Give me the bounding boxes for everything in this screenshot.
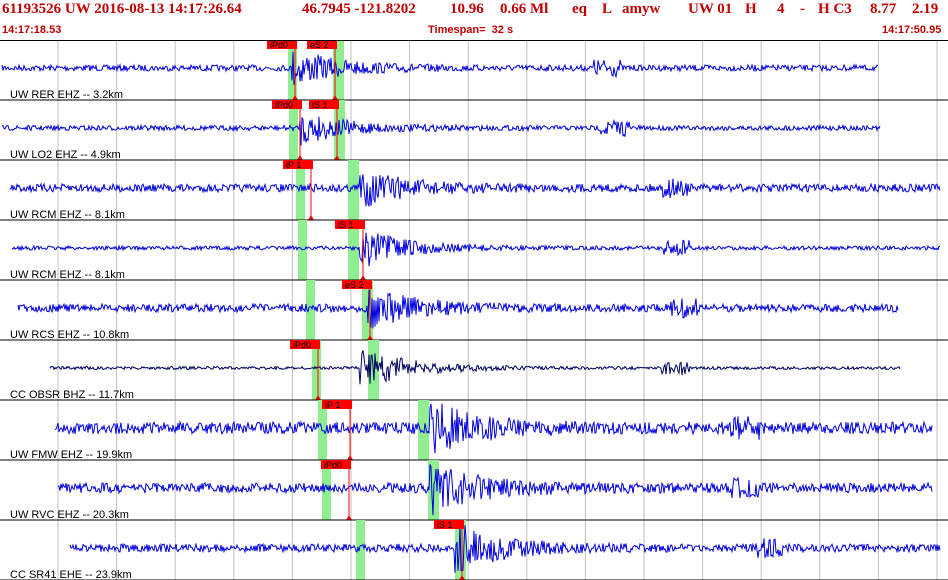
pick-label-box [321,460,351,469]
pick-label: iP 1 [286,160,301,170]
geo-type: L [602,1,613,17]
pick-label: iPd0 [293,340,311,350]
pick-label-box [335,220,365,229]
pick-marker [334,155,340,160]
pick-label-box [307,40,337,49]
pick-label: eS 2 [310,40,329,50]
pick-window [348,220,359,280]
trace-panels: iPd0 eS 2 UW RER EHZ -- 3.2km iPd0 iS 1 UW LO… [0,40,948,580]
pick-marker [292,95,298,100]
waveform [69,523,941,573]
pick-label: eS 2 [345,280,364,290]
pick-label: iPd0 [270,40,288,50]
pick-marker [459,575,465,580]
pick-label-box [267,40,297,49]
station-label: UW RCM EHZ -- 8.1km [10,209,125,221]
station-label: UW RER EHZ -- 3.2km [10,89,123,101]
flag: H C3 [818,1,852,17]
start-time: 14:17:18.53 [2,24,62,36]
pick-label: iS 1 [338,220,354,230]
depth: 10.96 [450,1,484,17]
waveform [1,51,879,85]
author: amyw [622,1,661,17]
pick-label: iS 1 [312,100,328,110]
pick-marker [347,455,353,460]
pick-label-box [283,160,313,169]
pick-label: iS 1 [437,520,453,530]
pick-label: iPd0 [275,100,293,110]
pick-window [348,160,359,220]
station-label: UW RVC EHZ -- 20.3km [10,509,129,521]
location: 46.7945 -121.8202 [302,1,416,17]
end-time: 14:17:50.95 [882,24,942,36]
waveform [1,116,881,146]
pick-marker [360,275,366,280]
station-label: UW FMW EHZ -- 19.9km [10,449,132,461]
station-label: UW RCM EHZ -- 8.1km [10,269,125,281]
pick-label-box [309,100,339,109]
waveform [54,403,933,454]
flag: - [800,1,805,17]
pick-window [296,160,305,220]
source: UW 01 [688,1,733,17]
header: 61193526 UW 2016-08-13 14:17:26.64 46.79… [0,0,948,40]
station-label: CC SR41 EHE -- 23.9km [10,569,132,580]
pick-window [312,340,321,400]
value: 8.77 [870,1,897,17]
pick-marker [297,155,303,160]
pick-window [318,400,327,460]
pick-window [356,520,365,580]
pick-label-box [342,280,372,289]
station-label: UW RCS EHZ -- 10.8km [10,329,129,341]
pick-window [418,400,429,460]
flag: H [745,1,757,17]
pick-marker [332,95,338,100]
pick-label-box [434,520,464,529]
event-type: eq [572,1,587,17]
pick-window [322,460,331,520]
waveform [49,350,901,385]
pick-window [306,280,315,340]
pick-marker [346,515,352,520]
flag: 4 [777,1,785,17]
pick-label-box [322,400,352,409]
pick-marker [367,335,373,340]
event-id: 61193526 UW 2016-08-13 14:17:26.64 [2,1,242,17]
pick-marker [308,215,314,220]
timespan: Timespan= 32 s [428,24,514,36]
waveform [17,289,899,329]
pick-label: iP 1 [325,400,340,410]
pick-marker [315,395,321,400]
pick-label-box [272,100,302,109]
waveform [11,232,941,267]
pick-label-box [290,340,320,349]
waveform [57,464,933,516]
station-label: UW LO2 EHZ -- 4.9km [10,149,121,161]
station-label: CC OBSR BHZ -- 11.7km [10,389,134,401]
value: 2.19 [912,1,939,17]
magnitude: 0.66 Ml [500,1,549,17]
pick-label: iPd0 [324,460,342,470]
waveform [9,174,941,208]
